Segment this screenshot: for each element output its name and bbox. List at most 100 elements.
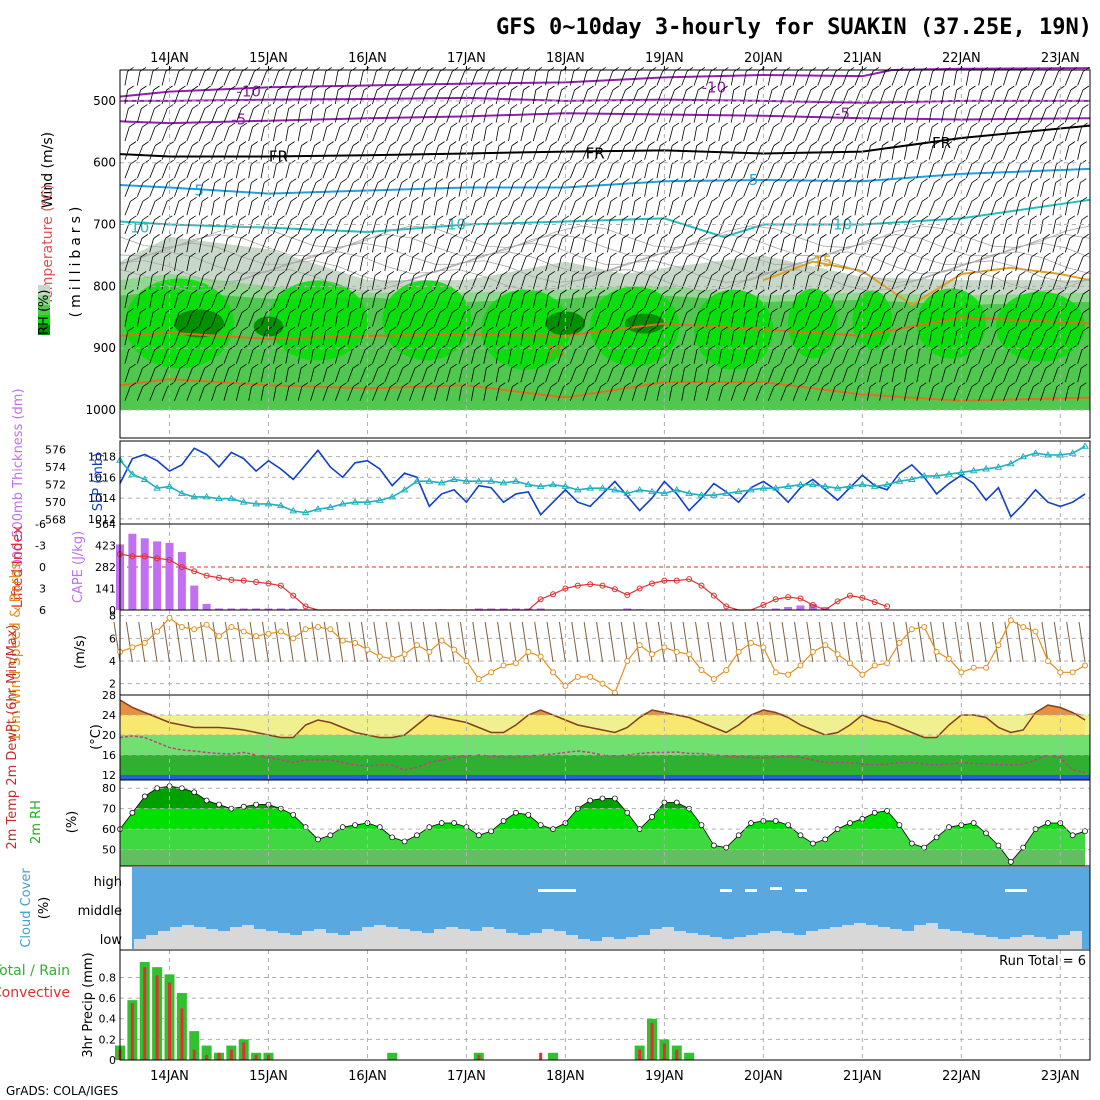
precip-tick-label: 0.6: [99, 992, 117, 1005]
wind-barb: [470, 182, 476, 197]
wind-barb-flag: [1081, 122, 1088, 128]
wind-barb: [483, 201, 489, 216]
wind-barb-flag: [871, 345, 879, 350]
wind-barb: [458, 386, 463, 401]
wind-barb: [668, 201, 674, 216]
wind-barb: [718, 368, 723, 383]
wind-barb: [978, 71, 983, 86]
wind-barb: [198, 275, 204, 290]
wind-barb: [1077, 108, 1083, 123]
wind-barb: [1015, 219, 1020, 234]
wind-barb-flag: [832, 196, 840, 202]
wind-barb: [1077, 219, 1083, 234]
wind-barb-flag: [983, 159, 991, 165]
wind-barb-flag: [573, 234, 581, 239]
wind-barb: [273, 219, 280, 234]
wind-barb-flag: [958, 382, 966, 388]
wind-barb: [347, 71, 351, 86]
surface-wind-barb: [930, 621, 938, 663]
wind-barb-flag: [204, 345, 211, 350]
wind-barb: [743, 219, 750, 234]
wind-barb-flag: [213, 215, 221, 221]
wind-barb: [1015, 126, 1022, 142]
wind-barb: [384, 349, 391, 364]
wind-barb: [1064, 330, 1072, 346]
wind-barb-flag: [400, 271, 408, 276]
wind-barb: [136, 330, 142, 346]
wind-barb-flag: [1021, 326, 1028, 332]
wind-barb: [211, 312, 218, 327]
wind-barb-flag: [996, 122, 1003, 128]
low-cloud-bar: [206, 929, 218, 949]
wind-barb-flag: [498, 345, 505, 350]
wind-barb-flag: [387, 271, 395, 276]
wind-barb: [891, 368, 896, 383]
rh-point: [772, 818, 779, 824]
precip-total-bar: [548, 1052, 559, 1060]
wind-barb: [223, 293, 230, 309]
wind-barb: [260, 127, 265, 142]
precip-convective-bar: [155, 975, 159, 1060]
wind-barb-flag: [215, 252, 222, 258]
wind-barb-flag: [278, 67, 285, 72]
wind-barb: [174, 386, 181, 401]
wind-barb: [557, 293, 561, 309]
wind-barb-flag: [798, 122, 805, 128]
wind-barb: [248, 89, 255, 105]
wind-barb: [508, 219, 515, 234]
thickness-point: [400, 485, 409, 493]
wind-barb: [755, 108, 761, 123]
wind-barb: [718, 127, 723, 142]
wind-barb: [310, 293, 315, 309]
wind-barb: [755, 182, 762, 197]
thickness-tick-label: 570: [45, 496, 66, 509]
wind-barb: [953, 201, 960, 216]
wind-barb-flag: [301, 308, 308, 313]
wind-barb-flag: [204, 104, 211, 109]
wind-barb-flag: [325, 289, 333, 295]
wind-barb-flag: [684, 159, 691, 165]
wind-barb-flag: [560, 67, 567, 72]
wind-speed-point: [933, 648, 940, 655]
wind-barb-flag: [661, 345, 668, 350]
wind-barb-flag: [671, 382, 679, 388]
wind-barb: [532, 71, 537, 86]
wind-barb-flag: [696, 141, 703, 146]
wind-barb-flag: [649, 104, 657, 109]
wind-barb: [273, 238, 280, 253]
cape-bar: [227, 608, 236, 610]
wind-barb: [161, 330, 168, 346]
low-cloud-bar: [470, 931, 482, 949]
rh-tick-label: 50: [102, 844, 116, 857]
wind-barb-flag: [983, 196, 991, 202]
wind-barb: [718, 331, 722, 346]
wind-barb-flag: [548, 308, 555, 313]
wind-speed-point: [686, 651, 693, 658]
wind-barb: [508, 256, 515, 272]
wind-barb: [619, 256, 624, 272]
wind-barb-flag: [810, 122, 818, 128]
wind-barb: [730, 368, 736, 383]
wind-barb: [780, 182, 787, 197]
low-cloud-bar: [950, 931, 962, 949]
wind-barb-flag: [476, 67, 483, 72]
wind-barb: [186, 182, 192, 197]
wind-barb: [965, 145, 973, 160]
wind-barb-flag: [773, 122, 780, 128]
ua-ylabel-group: Wind (m/s): [40, 132, 56, 208]
wind-barb: [1064, 368, 1070, 383]
wind-barb: [372, 275, 376, 290]
wind-barb-flag: [711, 234, 719, 239]
wind-barb: [607, 238, 611, 253]
x-tick-label-top: 19JAN: [645, 51, 684, 66]
wind-barb: [347, 201, 354, 216]
wind-barb-flag: [771, 252, 778, 258]
wind-barb: [978, 349, 985, 364]
precip-label-group: 3hr Precip (mm): [81, 952, 96, 1057]
wind-barb: [359, 275, 363, 290]
wind-barb: [136, 368, 143, 383]
wind-barb: [124, 126, 130, 142]
wind-barb: [668, 330, 675, 346]
wind-barb: [631, 275, 638, 290]
surface-wind-barb: [472, 621, 480, 663]
